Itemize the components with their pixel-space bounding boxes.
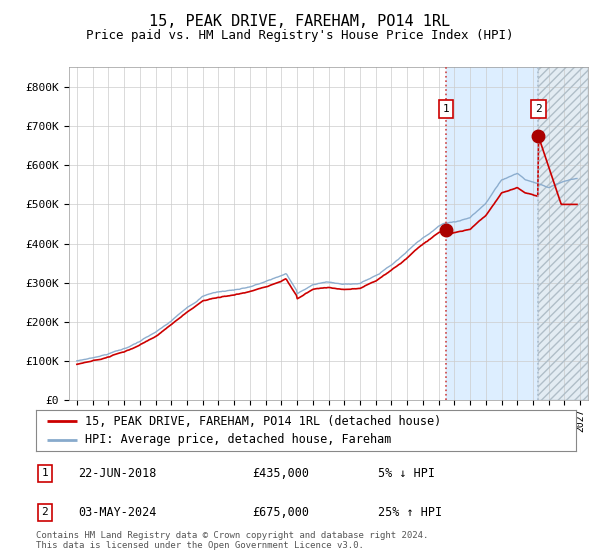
Text: 25% ↑ HPI: 25% ↑ HPI: [378, 506, 442, 519]
Text: 2: 2: [41, 507, 49, 517]
Text: 2: 2: [535, 104, 542, 114]
Text: 15, PEAK DRIVE, FAREHAM, PO14 1RL (detached house): 15, PEAK DRIVE, FAREHAM, PO14 1RL (detac…: [85, 415, 441, 428]
Text: £435,000: £435,000: [252, 466, 309, 480]
Bar: [446, 67, 538, 400]
Text: 5% ↓ HPI: 5% ↓ HPI: [378, 466, 435, 480]
Text: 03-MAY-2024: 03-MAY-2024: [78, 506, 157, 519]
Text: Price paid vs. HM Land Registry's House Price Index (HPI): Price paid vs. HM Land Registry's House …: [86, 29, 514, 42]
Text: Contains HM Land Registry data © Crown copyright and database right 2024.
This d: Contains HM Land Registry data © Crown c…: [36, 531, 428, 550]
Text: 15, PEAK DRIVE, FAREHAM, PO14 1RL: 15, PEAK DRIVE, FAREHAM, PO14 1RL: [149, 14, 451, 29]
Text: 22-JUN-2018: 22-JUN-2018: [78, 466, 157, 480]
Bar: [538, 67, 588, 400]
Text: 1: 1: [443, 104, 449, 114]
Bar: [538, 67, 588, 400]
Text: £675,000: £675,000: [252, 506, 309, 519]
Text: 1: 1: [41, 468, 49, 478]
Text: HPI: Average price, detached house, Fareham: HPI: Average price, detached house, Fare…: [85, 433, 391, 446]
